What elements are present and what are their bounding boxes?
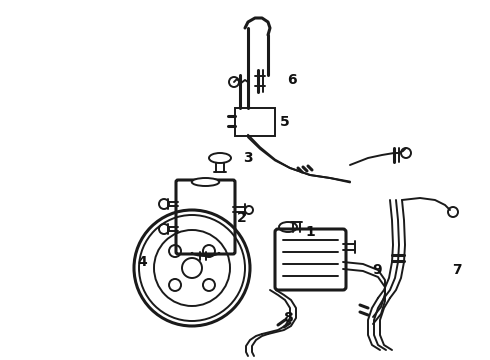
Text: 8: 8: [283, 311, 293, 325]
Ellipse shape: [192, 178, 219, 186]
Text: 1: 1: [305, 225, 315, 239]
Text: 7: 7: [452, 263, 462, 277]
Text: 9: 9: [372, 263, 382, 277]
Text: 5: 5: [280, 115, 290, 129]
Text: 6: 6: [287, 73, 297, 87]
Text: 2: 2: [237, 211, 247, 225]
Text: 4: 4: [137, 255, 147, 269]
Bar: [235, 108, 275, 136]
Text: 3: 3: [243, 151, 253, 165]
